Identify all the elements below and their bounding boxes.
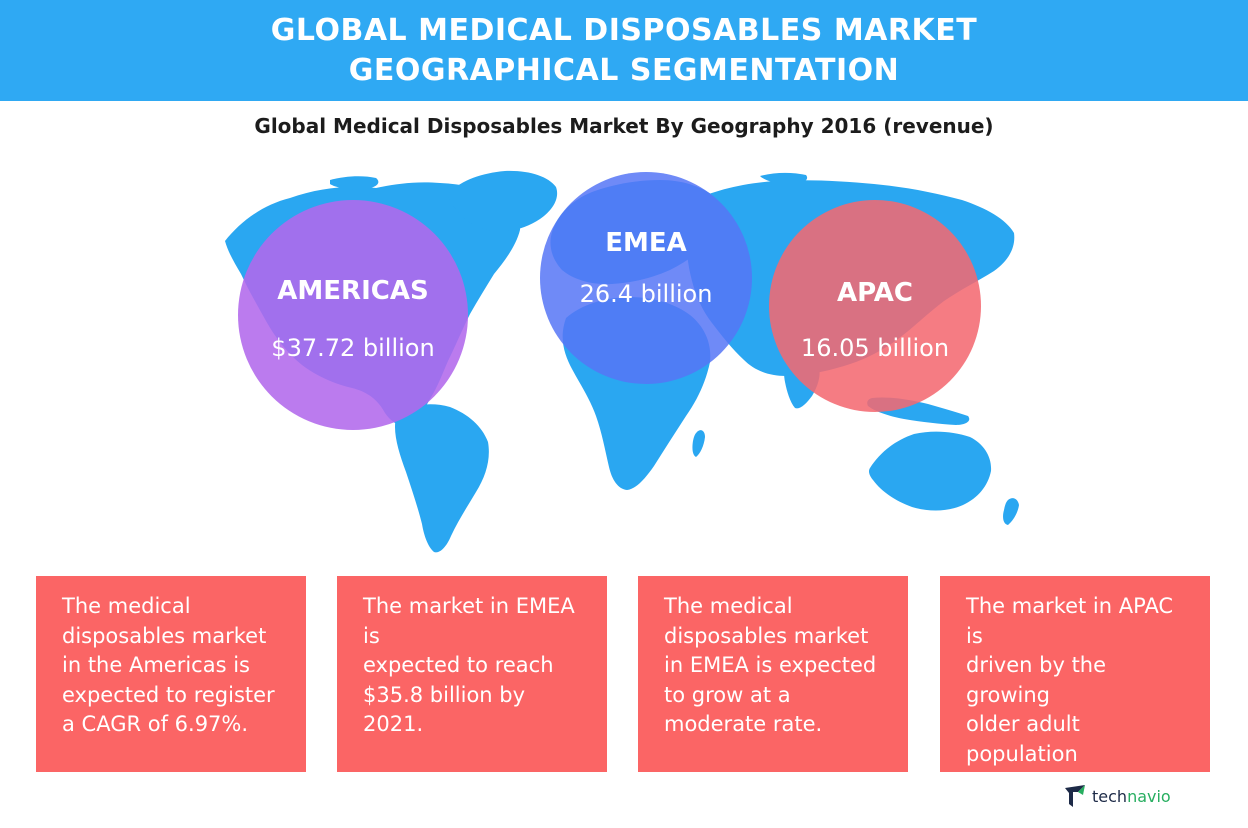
logo-text-navio: navio bbox=[1127, 787, 1171, 806]
americas-value: $37.72 billion bbox=[238, 334, 468, 362]
chart-subtitle: Global Medical Disposables Market By Geo… bbox=[0, 114, 1248, 138]
box-line: in EMEA is expected bbox=[664, 651, 892, 681]
emea-value: 26.4 billion bbox=[540, 280, 752, 308]
box-line: $35.8 billion by 2021. bbox=[363, 681, 591, 740]
page-header: GLOBAL MEDICAL DISPOSABLES MARKET GEOGRA… bbox=[0, 0, 1248, 101]
logo-text-tech: tech bbox=[1092, 787, 1127, 806]
box-line: moderate rate. bbox=[664, 710, 892, 740]
apac-label: APAC bbox=[769, 278, 981, 308]
south-america-shape bbox=[395, 404, 489, 552]
box-line: The market in EMEA is bbox=[363, 592, 591, 651]
box-line: a CAGR of 6.97%. bbox=[62, 710, 290, 740]
box-line: The medical bbox=[62, 592, 290, 622]
box-line: driven by the growing bbox=[966, 651, 1194, 710]
box-line: The market in APAC is bbox=[966, 592, 1194, 651]
australia-shape bbox=[869, 432, 991, 511]
americas-label: AMERICAS bbox=[238, 276, 468, 306]
box-line: disposables market bbox=[62, 622, 290, 652]
box-line: to grow at a bbox=[664, 681, 892, 711]
new-zealand-shape bbox=[1003, 498, 1019, 525]
apac-value: 16.05 billion bbox=[769, 334, 981, 362]
box-line: in the Americas is bbox=[62, 651, 290, 681]
arctic-islands-shape bbox=[330, 176, 378, 189]
box-line: expected to reach bbox=[363, 651, 591, 681]
americas-info-box: The medical disposables market in the Am… bbox=[36, 576, 306, 772]
apac-info-box: The market in APAC is driven by the grow… bbox=[940, 576, 1210, 772]
header-title-line-1: GLOBAL MEDICAL DISPOSABLES MARKET bbox=[271, 11, 977, 51]
emea-label: EMEA bbox=[540, 228, 752, 258]
madagascar-shape bbox=[692, 430, 705, 457]
box-line: The medical bbox=[664, 592, 892, 622]
americas-circle bbox=[238, 200, 468, 430]
box-line: older adult population bbox=[966, 710, 1194, 769]
header-title-line-2: GEOGRAPHICAL SEGMENTATION bbox=[349, 51, 900, 91]
technavio-logo-icon bbox=[1064, 784, 1086, 808]
box-line: disposables market bbox=[664, 622, 892, 652]
emea-circle bbox=[540, 172, 752, 384]
emea-growth-info-box: The medical disposables market in EMEA i… bbox=[638, 576, 908, 772]
emea-info-box: The market in EMEA is expected to reach … bbox=[337, 576, 607, 772]
box-line: expected to register bbox=[62, 681, 290, 711]
